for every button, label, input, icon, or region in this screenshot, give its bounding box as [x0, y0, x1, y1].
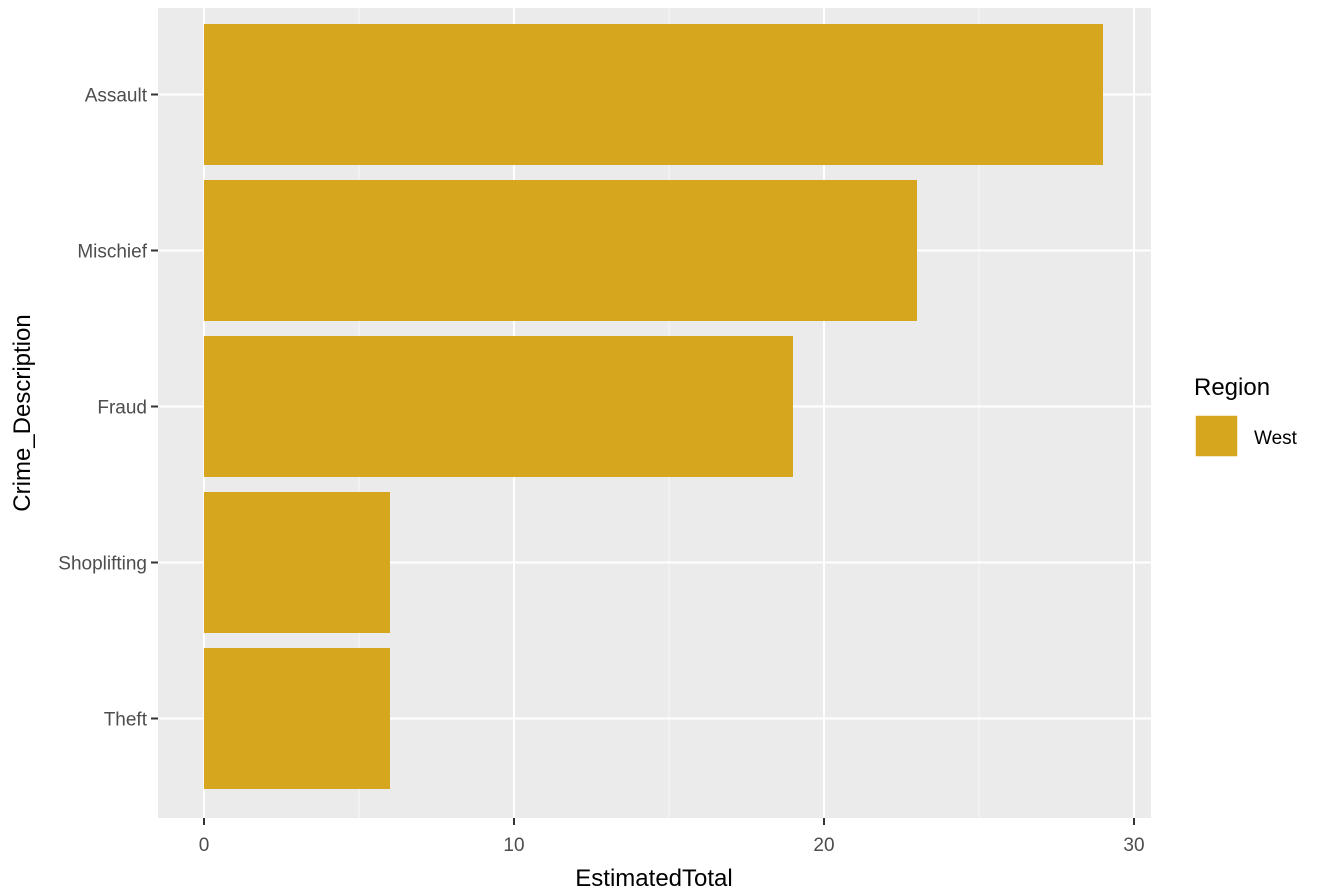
- legend-title: Region: [1194, 374, 1270, 401]
- y-axis-title: Crime_Description: [9, 314, 36, 511]
- bar-assault: [204, 24, 1103, 165]
- legend-key-west: [1194, 414, 1239, 458]
- x-tick-label: 0: [199, 835, 210, 856]
- x-tick-label: 20: [813, 835, 834, 856]
- x-axis: 0 10 20 30: [199, 818, 1145, 856]
- bar-theft: [204, 648, 390, 789]
- bar-shoplifting: [204, 492, 390, 633]
- bar-fraud: [204, 336, 793, 477]
- y-axis: Assault Mischief Fraud Shoplifting Theft: [58, 86, 158, 731]
- y-tick-label: Mischief: [77, 242, 147, 263]
- bar-mischief: [204, 180, 917, 321]
- x-axis-title: EstimatedTotal: [575, 865, 732, 892]
- bars: [204, 24, 1103, 789]
- legend: Region West: [1194, 374, 1298, 458]
- y-tick-label: Fraud: [97, 398, 147, 419]
- y-tick-label: Shoplifting: [58, 554, 147, 575]
- x-tick-label: 30: [1123, 835, 1144, 856]
- x-tick-label: 10: [503, 835, 524, 856]
- legend-label-west: West: [1254, 428, 1298, 449]
- y-tick-label: Theft: [104, 710, 148, 731]
- y-tick-label: Assault: [85, 86, 148, 107]
